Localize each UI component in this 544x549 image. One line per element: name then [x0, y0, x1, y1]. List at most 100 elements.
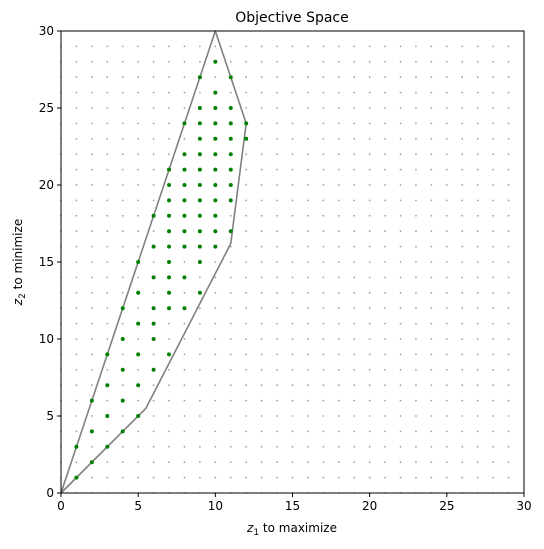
feasible-point	[136, 414, 141, 418]
lattice-point	[291, 276, 294, 279]
lattice-point	[415, 230, 417, 233]
lattice-point	[322, 461, 325, 464]
lattice-point	[415, 461, 417, 464]
lattice-point	[430, 415, 433, 417]
lattice-point	[399, 199, 402, 202]
lattice-point	[492, 445, 495, 448]
feasible-point	[228, 106, 233, 110]
lattice-point	[214, 322, 217, 325]
feasible-point	[197, 152, 202, 157]
lattice-point	[260, 214, 263, 217]
lattice-point	[353, 353, 356, 356]
lattice-point	[276, 214, 278, 217]
lattice-point	[307, 445, 309, 448]
lattice-point	[183, 461, 186, 464]
lattice-point	[307, 91, 309, 94]
lattice-point	[168, 430, 170, 433]
feasible-point	[151, 321, 156, 326]
lattice-point	[476, 430, 479, 433]
lattice-point	[353, 461, 356, 464]
lattice-point	[507, 368, 510, 371]
feasible-point	[182, 167, 187, 172]
lattice-point	[106, 276, 109, 279]
lattice-point	[90, 137, 93, 140]
lattice-point	[90, 291, 93, 294]
lattice-point	[307, 45, 309, 48]
lattice-point	[229, 214, 232, 217]
lattice-point	[137, 338, 140, 340]
feasible-point	[228, 229, 233, 234]
feasible-point	[167, 213, 172, 218]
lattice-point	[384, 476, 386, 479]
lattice-point	[260, 261, 263, 263]
lattice-point	[229, 430, 232, 433]
lattice-point	[399, 184, 402, 186]
lattice-point	[276, 230, 278, 233]
lattice-point	[492, 430, 495, 433]
lattice-point	[384, 384, 386, 387]
lattice-point	[152, 445, 155, 448]
lattice-point	[415, 199, 417, 202]
lattice-point	[337, 168, 340, 171]
lattice-point	[322, 245, 325, 248]
lattice-point	[492, 291, 495, 294]
lattice-point	[322, 399, 325, 402]
lattice-point	[461, 291, 464, 294]
lattice-point	[106, 184, 109, 186]
lattice-point	[368, 261, 371, 263]
lattice-point	[276, 91, 278, 94]
lattice-point	[183, 368, 186, 371]
lattice-point	[90, 384, 93, 387]
lattice-point	[322, 199, 325, 202]
lattice-point	[492, 76, 495, 79]
lattice-point	[245, 199, 248, 202]
lattice-point	[276, 184, 278, 186]
lattice-point	[276, 76, 278, 79]
lattice-point	[183, 291, 186, 294]
lattice-point	[368, 307, 371, 310]
lattice-point	[291, 45, 294, 48]
lattice-point	[415, 91, 417, 94]
lattice-point	[430, 307, 433, 310]
feasible-point	[120, 337, 125, 341]
lattice-point	[137, 245, 140, 248]
feasible-point	[197, 183, 202, 187]
lattice-point	[152, 91, 155, 94]
lattice-point	[106, 245, 109, 248]
lattice-point	[322, 107, 325, 109]
feasible-point	[136, 352, 141, 357]
lattice-point	[214, 476, 217, 479]
lattice-point	[106, 399, 109, 402]
lattice-point	[152, 199, 155, 202]
lattice-point	[384, 60, 386, 63]
lattice-point	[276, 245, 278, 248]
x-tick-label: 20	[362, 499, 377, 513]
lattice-point	[507, 91, 510, 94]
lattice-point	[476, 199, 479, 202]
lattice-point	[75, 353, 78, 356]
lattice-point	[307, 184, 309, 186]
lattice-point	[507, 184, 510, 186]
lattice-point	[260, 153, 263, 156]
feasible-point	[167, 290, 172, 295]
lattice-point	[368, 91, 371, 94]
feasible-point	[182, 183, 187, 187]
lattice-point	[384, 91, 386, 94]
lattice-point	[461, 214, 464, 217]
lattice-point	[199, 307, 201, 310]
lattice-point	[476, 230, 479, 233]
feasible-point	[197, 106, 202, 110]
feasible-point	[167, 352, 172, 357]
lattice-point	[399, 261, 402, 263]
lattice-point	[430, 230, 433, 233]
lattice-point	[307, 368, 309, 371]
lattice-point	[430, 168, 433, 171]
feasible-point	[228, 121, 233, 126]
feasible-point	[213, 244, 218, 249]
lattice-point	[384, 45, 386, 48]
lattice-point	[337, 60, 340, 63]
lattice-point	[90, 245, 93, 248]
lattice-point	[461, 461, 464, 464]
lattice-point	[137, 230, 140, 233]
x-tick-label: 5	[134, 499, 142, 513]
